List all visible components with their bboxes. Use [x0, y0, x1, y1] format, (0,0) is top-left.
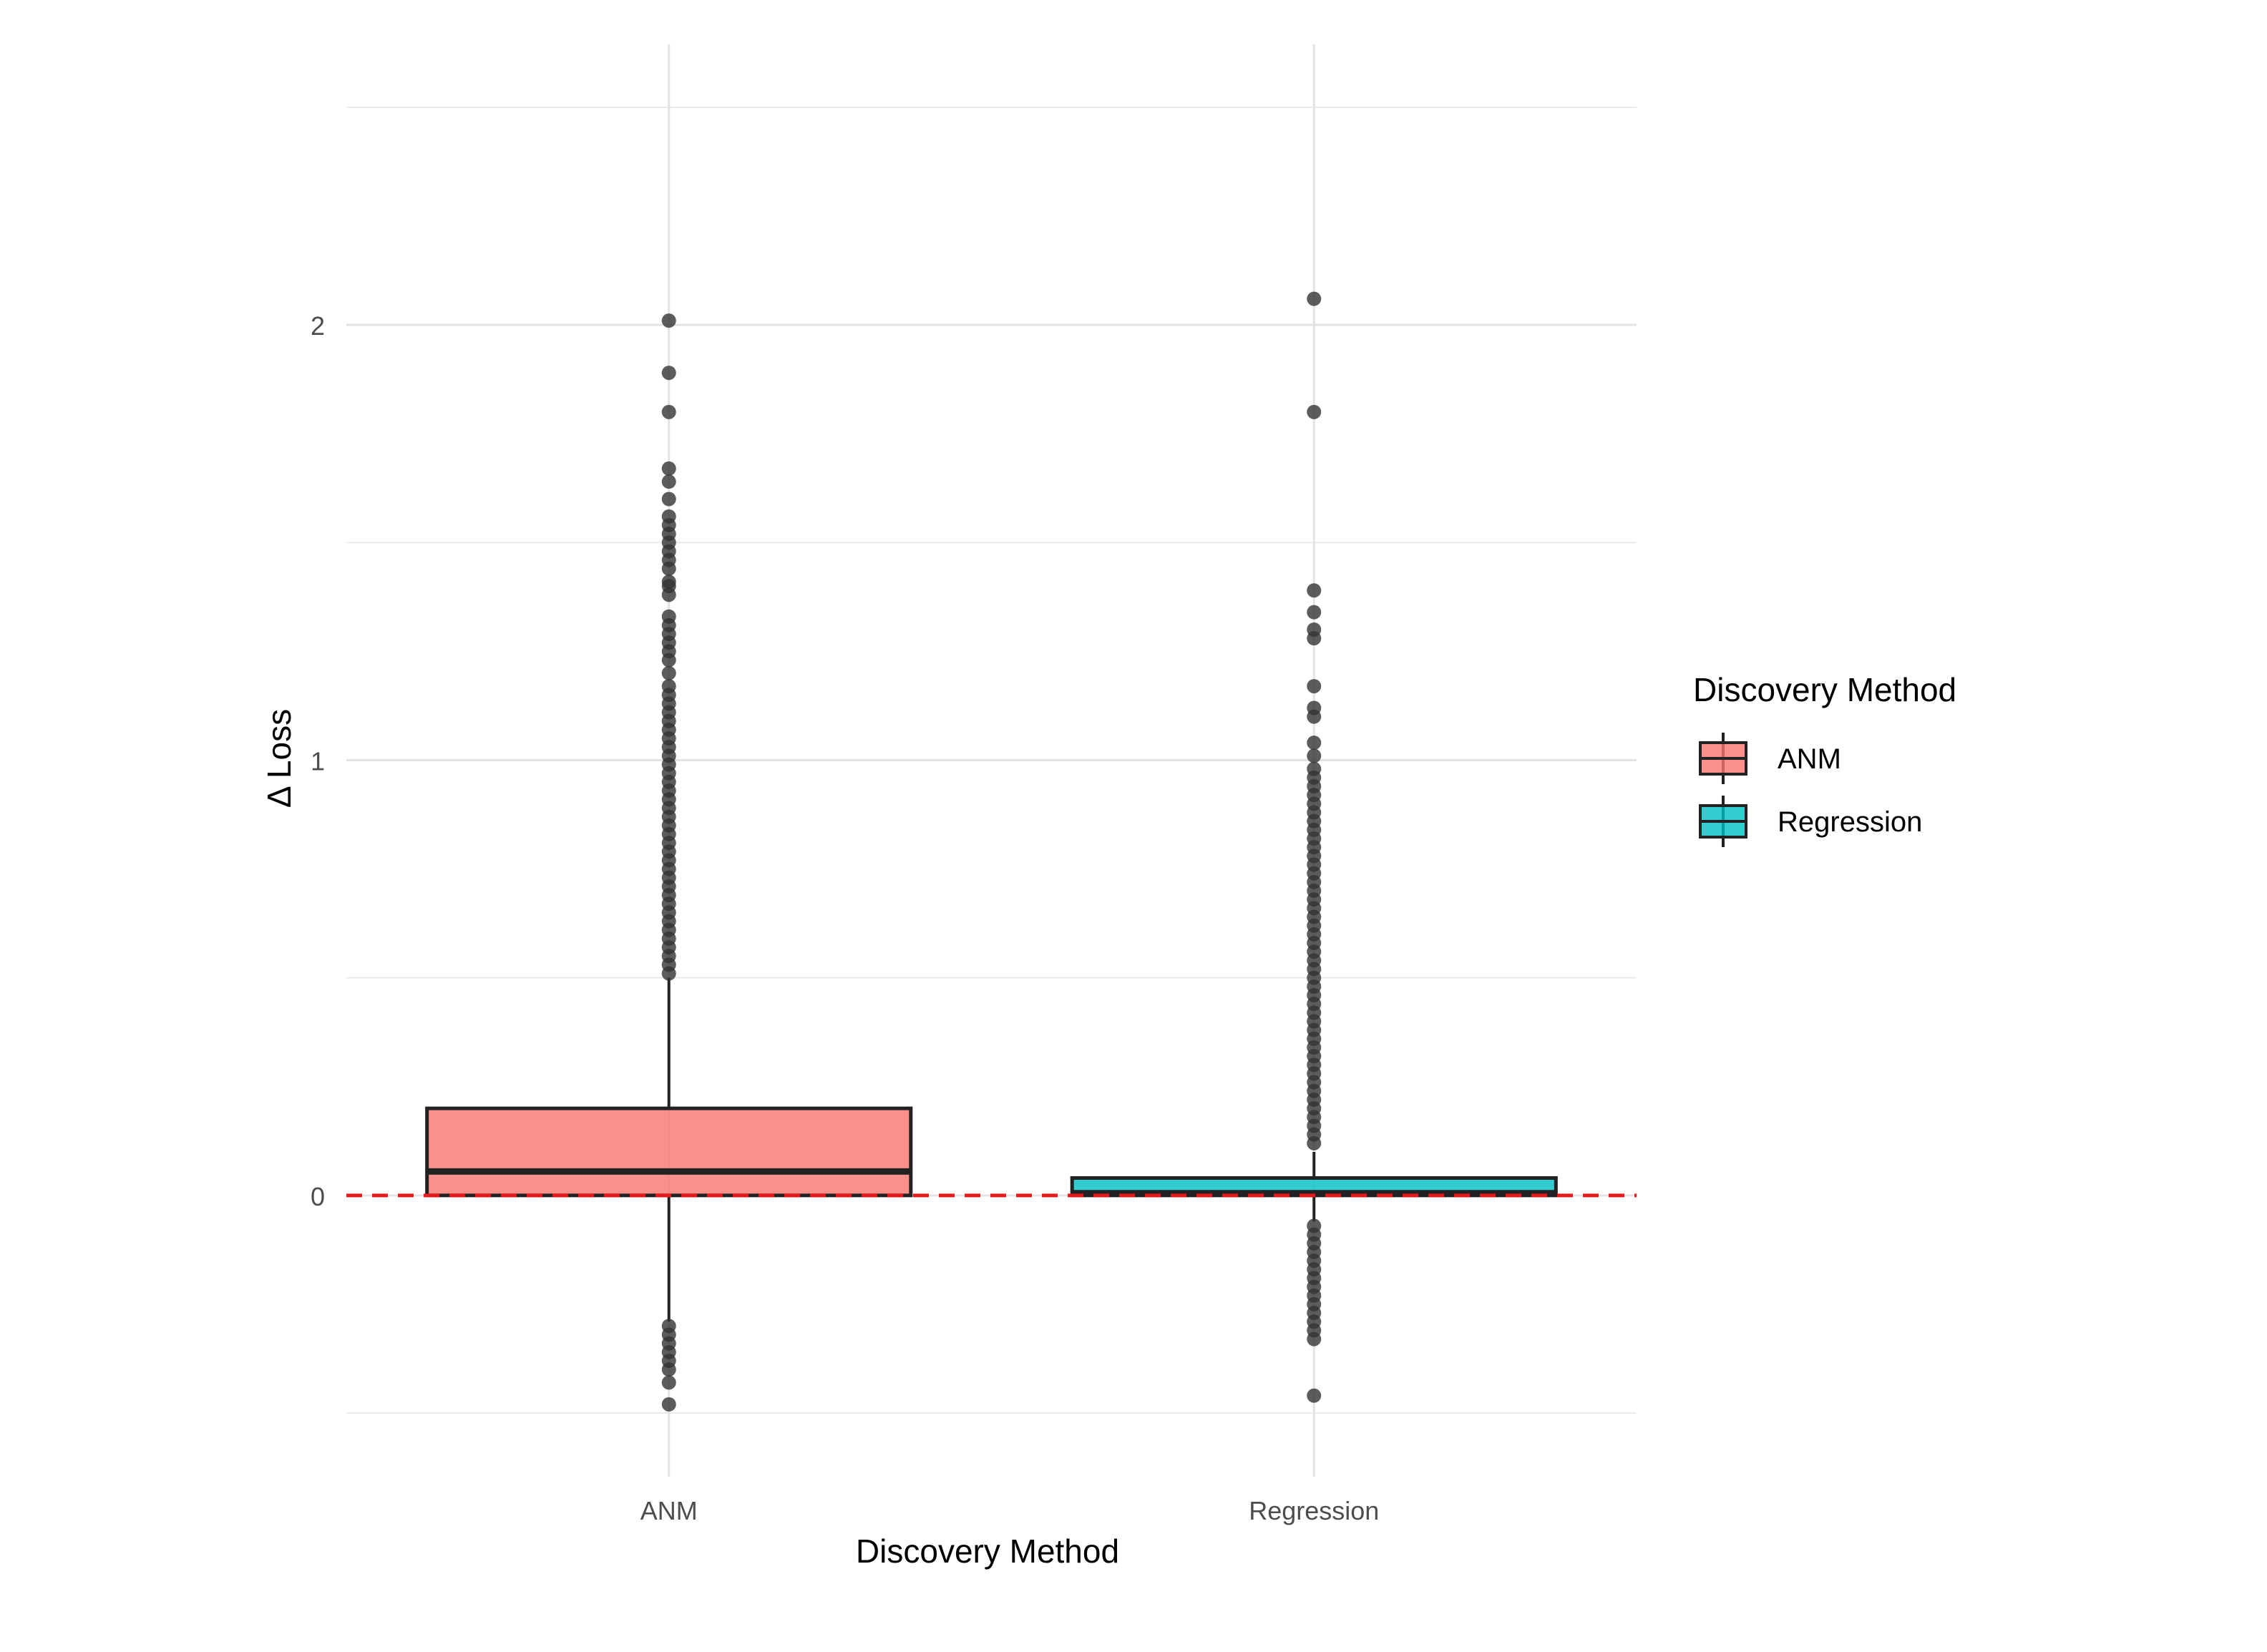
outlier-point [661, 561, 676, 576]
outlier-point [661, 966, 676, 981]
y-axis-title: Δ Loss [260, 709, 298, 808]
outlier-point [1307, 679, 1322, 694]
outlier-point [661, 366, 676, 381]
legend: Discovery Method ANM Regression [1693, 671, 1956, 847]
outlier-point [1307, 748, 1322, 763]
legend-keys: ANM Regression [1699, 733, 1922, 847]
outlier-point [1307, 631, 1322, 646]
outlier-point [661, 474, 676, 489]
outlier-point [1307, 583, 1322, 598]
outlier-point [661, 653, 676, 668]
legend-title: Discovery Method [1693, 671, 1956, 708]
outlier-point [1307, 735, 1322, 751]
outlier-point [1307, 1135, 1322, 1150]
outlier-point [1307, 605, 1322, 620]
x-tick-label: ANM [640, 1496, 698, 1525]
outlier-point [661, 1397, 676, 1412]
y-tick-label: 1 [311, 747, 325, 776]
outlier-point [661, 1375, 676, 1390]
outlier-point [1307, 291, 1322, 306]
outlier-point [661, 492, 676, 507]
outlier-point [1307, 1388, 1322, 1403]
outlier-point [1307, 404, 1322, 419]
legend-key: Regression [1699, 796, 1922, 847]
outlier-point [1307, 709, 1322, 724]
x-axis-title: Discovery Method [856, 1533, 1119, 1570]
x-tick-label: Regression [1249, 1496, 1379, 1525]
grid-layer [346, 44, 1637, 1477]
legend-label: ANM [1778, 743, 1841, 775]
legend-key: ANM [1699, 733, 1841, 784]
outlier-point [661, 313, 676, 328]
outlier-point [661, 1362, 676, 1377]
y-tick-label: 2 [311, 311, 325, 341]
outlier-point [661, 404, 676, 419]
box [425, 1106, 913, 1198]
outlier-point [1307, 1331, 1322, 1346]
outlier-point [661, 461, 676, 476]
y-tick-label: 0 [311, 1182, 325, 1211]
legend-label: Regression [1778, 806, 1922, 838]
outlier-point [661, 587, 676, 602]
outlier-point [661, 665, 676, 680]
box-layer [425, 291, 1558, 1412]
axis-layer: Discovery Method Δ Loss 0 1 2 ANM Regression [260, 311, 1379, 1570]
box-group [425, 313, 913, 1412]
